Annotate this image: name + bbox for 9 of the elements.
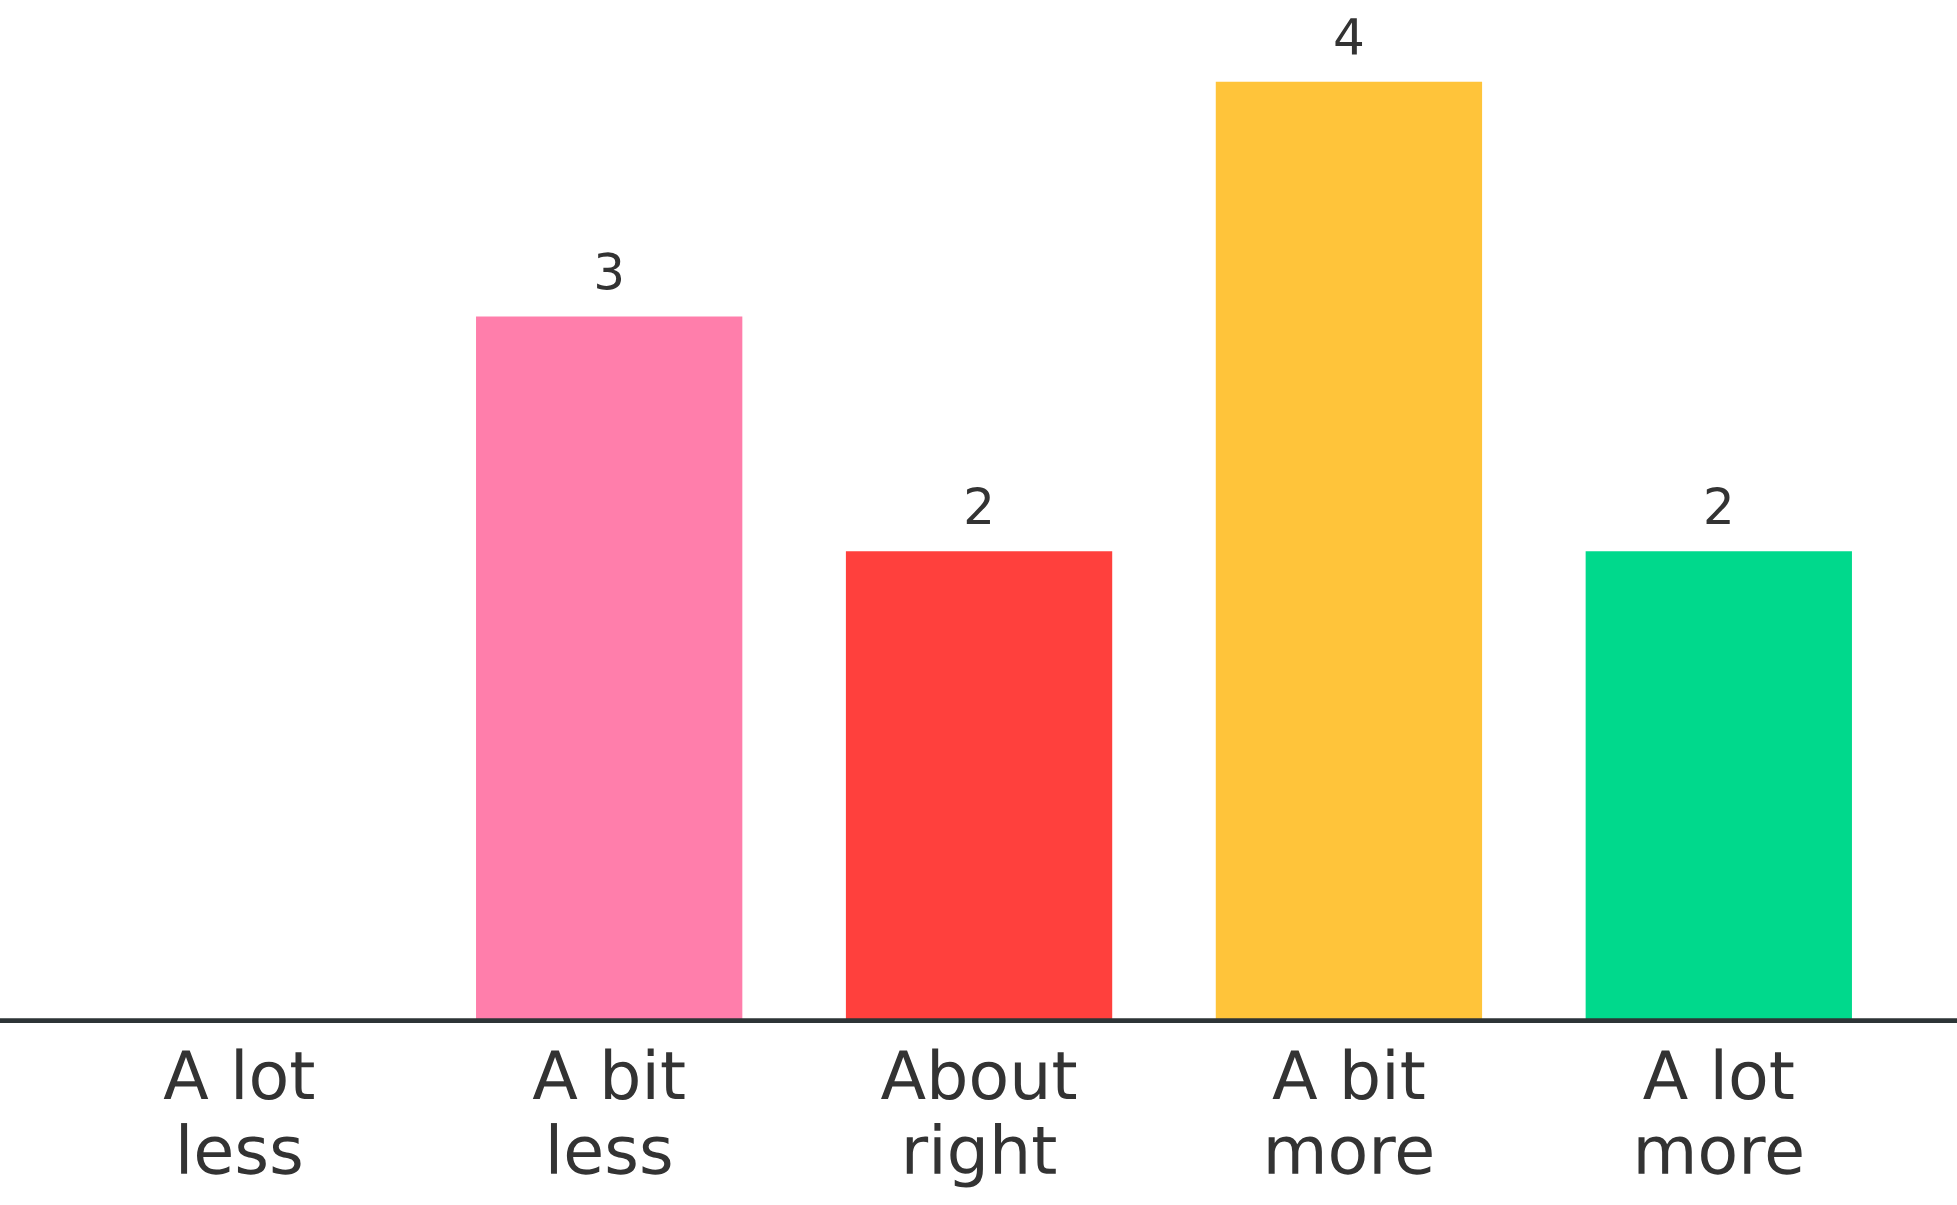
x-tick-label: A lot less	[163, 1048, 314, 1175]
x-tick-label: A bit less	[532, 1048, 685, 1175]
data-label: 3	[597, 252, 622, 291]
data-label: 4	[1335, 18, 1363, 55]
x-tick-label: A bit more	[1268, 1048, 1432, 1175]
data-label: 2	[966, 486, 990, 525]
data-label: 2	[1706, 486, 1730, 525]
x-tick-label: A lot more	[1638, 1048, 1802, 1175]
x-tick-label: About right	[881, 1048, 1077, 1188]
